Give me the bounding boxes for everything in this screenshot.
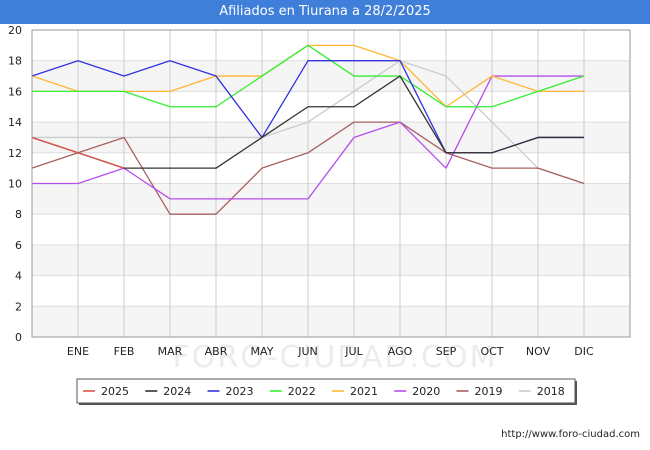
legend-label-2019: 2019 [475, 385, 503, 398]
legend-label-2021: 2021 [350, 385, 378, 398]
y-tick-label: 2 [15, 300, 22, 313]
x-tick-label: MAR [158, 345, 183, 358]
series-line-2019 [31, 121, 585, 215]
legend: 2025 2024 2023 2022 2021 2020 2019 2018 [76, 378, 577, 405]
chart-title: Afiliados en Tiurana a 28/2/2025 [0, 0, 650, 24]
y-tick-label: 10 [8, 178, 22, 191]
plot-frame [31, 29, 631, 338]
background-band [32, 244, 630, 276]
y-tick-label: 12 [8, 147, 22, 160]
source-url: http://www.foro-ciudad.com [501, 429, 640, 440]
x-tick-label: OCT [480, 345, 503, 358]
x-tick-label: DIC [574, 345, 594, 358]
y-tick-label: 8 [15, 208, 22, 221]
legend-label-2025: 2025 [101, 385, 129, 398]
y-tick-label: 0 [15, 331, 22, 344]
background-band [32, 306, 630, 337]
legend-label-2023: 2023 [226, 385, 254, 398]
x-tick-label: NOV [526, 345, 551, 358]
x-tick-label: AGO [388, 345, 413, 358]
series-line-2022 [32, 44, 585, 108]
x-tick-label: MAY [251, 345, 274, 358]
legend-label-2022: 2022 [288, 385, 316, 398]
legend-label-2024: 2024 [163, 385, 191, 398]
watermark: FORO-CIUDAD.COM [173, 340, 498, 375]
x-tick-label: ABR [205, 345, 228, 358]
y-tick-label: 18 [8, 55, 22, 68]
legend-label-2020: 2020 [412, 385, 440, 398]
background-bands [32, 60, 630, 337]
y-axis-ticks: 0 2 4 6 8 10 12 14 16 18 20 [8, 24, 22, 344]
x-tick-label: ENE [67, 345, 89, 358]
background-band [32, 183, 630, 215]
y-tick-label: 16 [8, 85, 22, 98]
y-tick-label: 4 [15, 270, 22, 283]
y-tick-label: 14 [8, 116, 22, 129]
series-line-2025 [31, 136, 125, 169]
y-tick-label: 6 [15, 239, 22, 252]
x-tick-label: JUL [344, 345, 363, 358]
x-tick-label: FEB [114, 345, 135, 358]
y-tick-label: 20 [8, 24, 22, 37]
legend-label-2018: 2018 [537, 385, 565, 398]
series-lines [31, 44, 585, 215]
x-axis-ticks: ENE FEB MAR ABR MAY JUN JUL AGO SEP OCT NOV DIC [67, 345, 594, 358]
x-tick-label: SEP [436, 345, 457, 358]
legend-box [76, 378, 576, 404]
x-tick-label: JUN [297, 345, 318, 358]
